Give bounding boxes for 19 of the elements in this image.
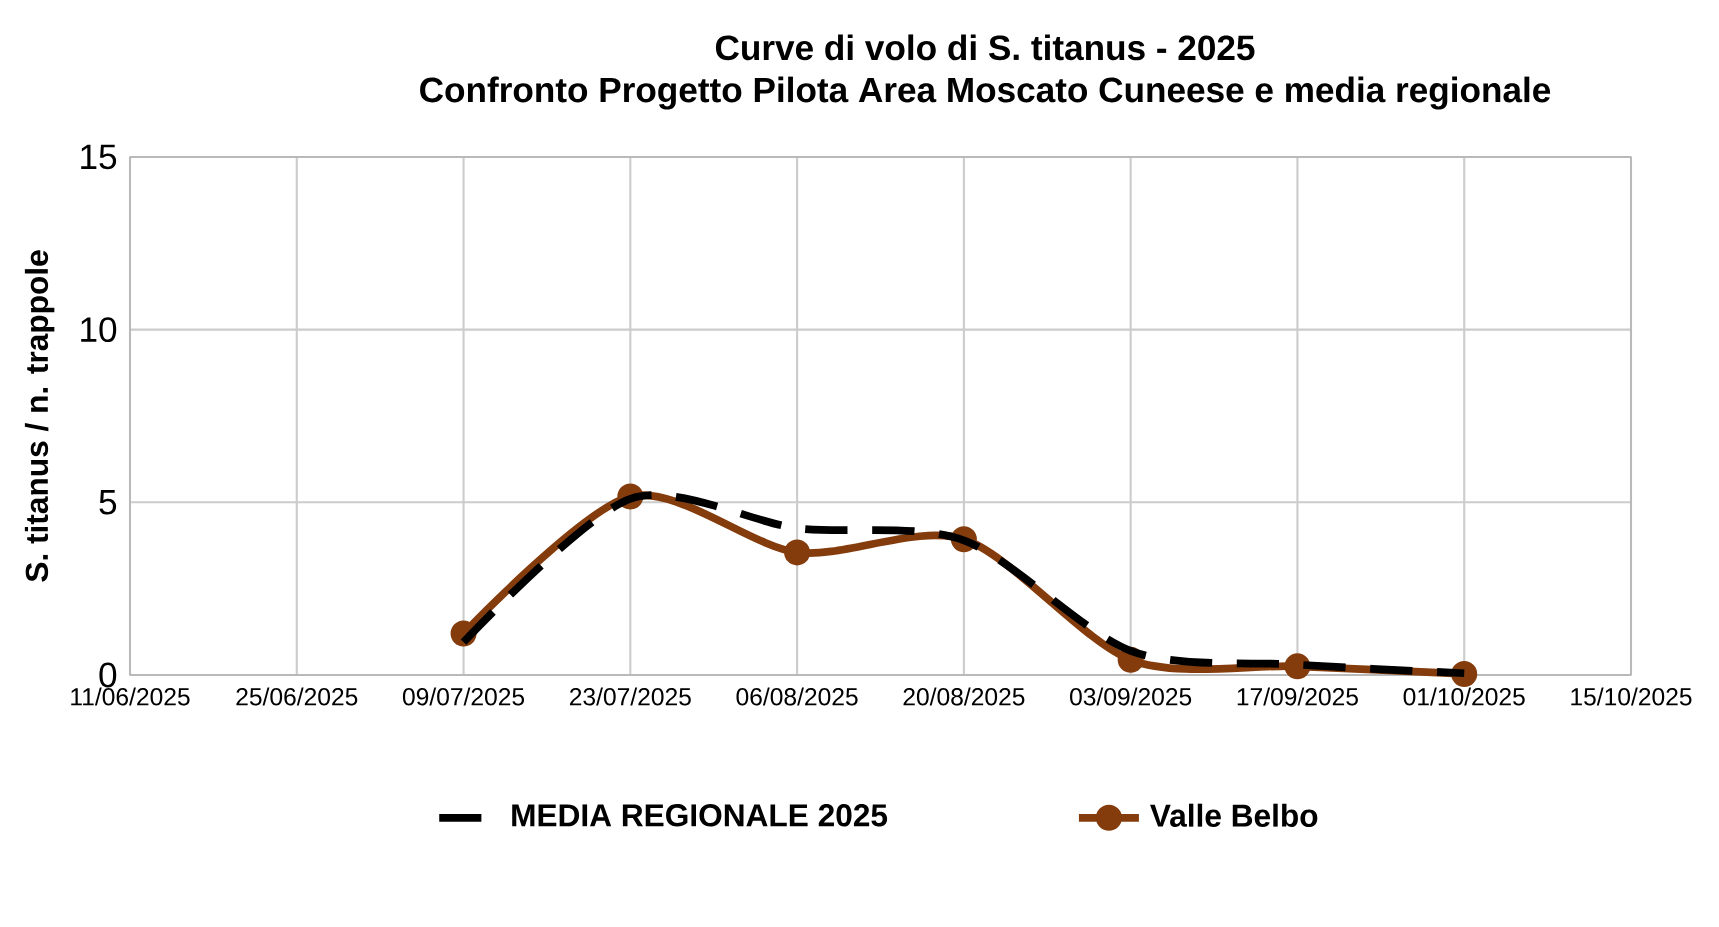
- y-tick-label: 5: [99, 490, 117, 515]
- x-tick-label: 06/08/2025: [736, 687, 858, 706]
- x-tick-label: 23/07/2025: [569, 687, 691, 706]
- x-tick-label: 11/06/2025: [71, 687, 190, 706]
- chart-title: Curve di volo di S. titanus - 2025: [715, 34, 1255, 61]
- x-tick-label: 01/10/2025: [1403, 687, 1525, 706]
- y-tick-label: 15: [81, 144, 117, 170]
- chart-subtitle: Confronto Progetto Pilota Area Moscato Cuneese e media regionale: [420, 76, 1551, 110]
- x-tick-label: 15/10/2025: [1571, 687, 1692, 706]
- y-axis-title: S. titanus / n. trappole: [24, 250, 55, 582]
- x-tick-label: 25/06/2025: [236, 687, 358, 706]
- y-tick-label: 10: [81, 317, 117, 343]
- y-tick-label: 0: [99, 662, 117, 688]
- x-tick-label: 20/08/2025: [903, 687, 1025, 706]
- legend-label: Valle Belbo: [1150, 803, 1318, 827]
- x-tick-label: 17/09/2025: [1237, 687, 1358, 706]
- x-tick-label: 09/07/2025: [402, 687, 525, 706]
- legend-label: MEDIA REGIONALE 2025: [512, 804, 888, 827]
- x-tick-label: 03/09/2025: [1070, 687, 1192, 706]
